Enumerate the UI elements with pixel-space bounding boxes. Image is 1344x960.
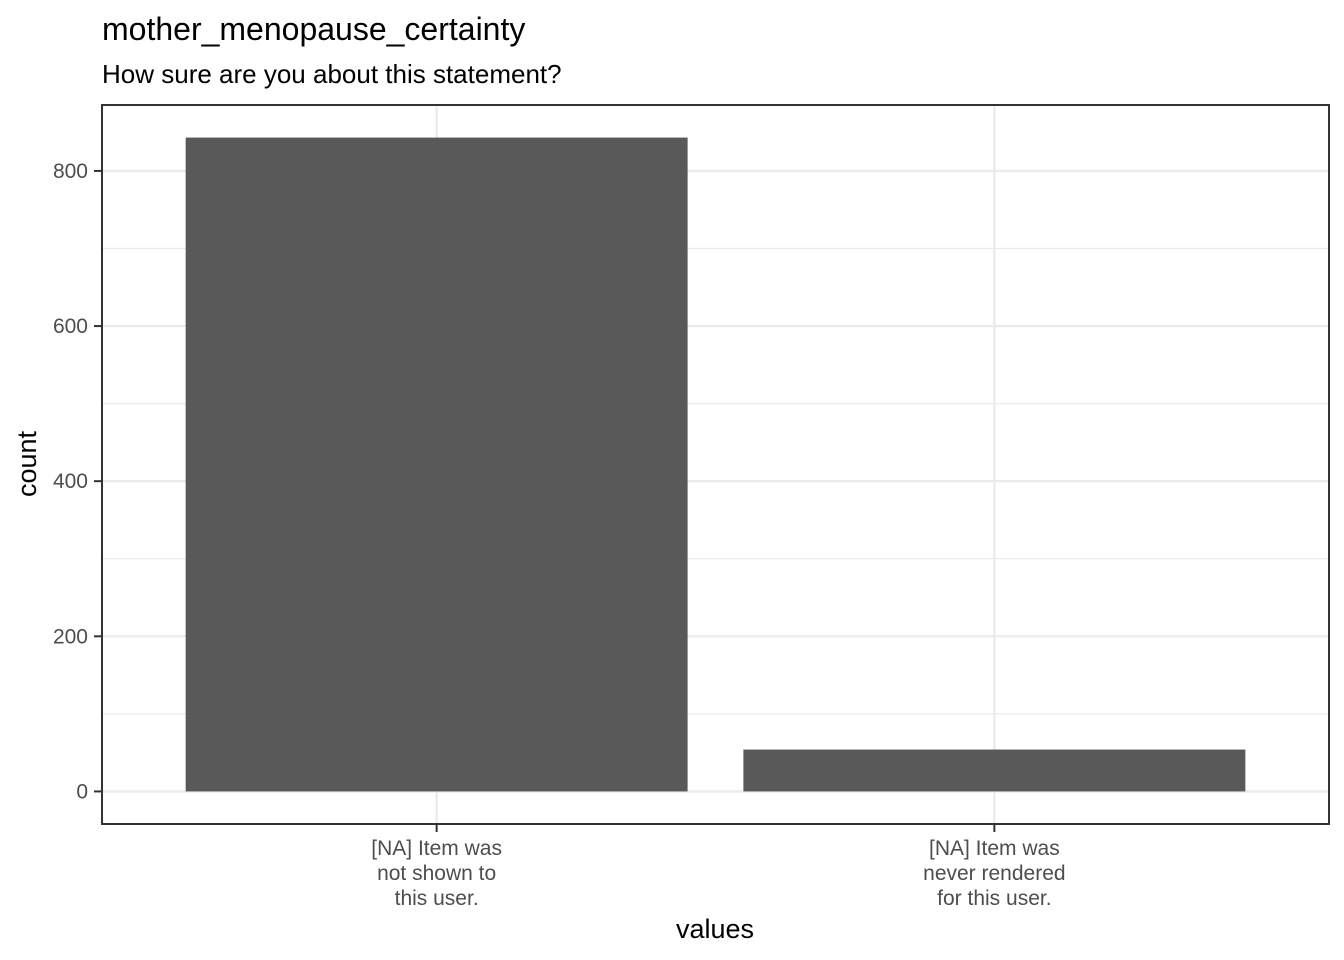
x-tick-label-line: [NA] Item was — [371, 837, 502, 860]
plot-border — [101, 104, 1330, 825]
x-tick-label-line: [NA] Item was — [929, 837, 1060, 860]
y-tick-label: 400 — [53, 470, 88, 493]
y-tick-label: 800 — [53, 160, 88, 183]
x-tick-label: [NA] Item was not shown to this user. — [371, 837, 502, 910]
x-axis: [NA] Item was not shown to this user.[NA] … — [371, 824, 1066, 910]
x-tick-label: [NA] Item was never rendered for this user… — [923, 837, 1065, 910]
y-tick-label: 200 — [53, 625, 88, 648]
bar — [185, 137, 688, 792]
y-axis: 0 200 400 600 800 — [53, 160, 102, 803]
bar — [743, 749, 1246, 792]
x-tick-label-line: this user. — [395, 887, 479, 910]
x-tick-label-line: not shown to — [377, 862, 496, 885]
chart-title: mother_menopause_certainty — [102, 11, 525, 47]
chart-subtitle: How sure are you about this statement? — [102, 59, 562, 89]
x-tick-label-line: for this user. — [937, 887, 1051, 910]
x-tick-label-line: never rendered — [923, 862, 1065, 885]
y-tick-label: 600 — [53, 315, 88, 338]
y-axis-title: count — [12, 430, 42, 497]
x-axis-title: values — [676, 914, 754, 944]
y-tick-label: 0 — [76, 780, 88, 803]
bars — [185, 137, 1246, 792]
